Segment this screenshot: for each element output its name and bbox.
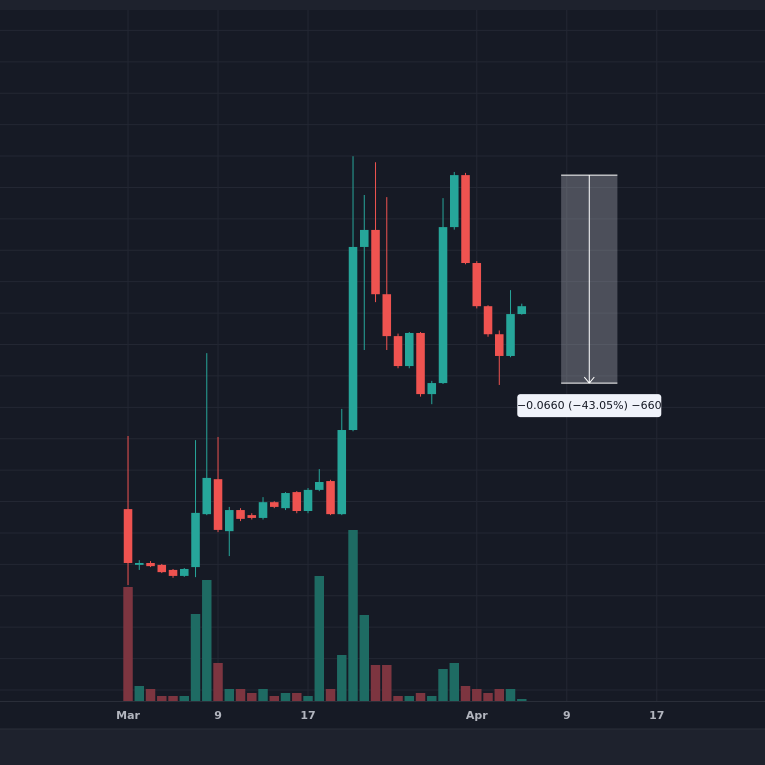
- candle-body: [517, 306, 527, 315]
- volume-bar: [427, 696, 437, 701]
- candle-body: [270, 502, 279, 507]
- candle-body: [236, 510, 245, 519]
- volume-bar: [460, 686, 471, 701]
- candle-body: [337, 430, 347, 515]
- candle-body: [472, 263, 482, 307]
- candle-body: [495, 334, 504, 356]
- volume-bar: [202, 580, 212, 701]
- candle-body: [483, 306, 493, 335]
- volume-bar: [213, 663, 223, 701]
- volume-bar: [382, 665, 392, 701]
- volume-bar: [505, 689, 516, 701]
- candle-body: [382, 294, 392, 337]
- x-tick-label: 9: [214, 709, 222, 722]
- measure-label-bg: [517, 394, 662, 418]
- candle-body: [135, 562, 144, 565]
- candle-body: [258, 502, 268, 518]
- measurement: −0.0660 (−43.05%) −660: [517, 174, 662, 418]
- volume-bar: [168, 696, 178, 701]
- volume-bar: [337, 655, 347, 701]
- candle-body: [281, 493, 290, 509]
- candle-body: [123, 509, 133, 563]
- volume-bar: [404, 696, 414, 701]
- volume-bar: [494, 689, 504, 701]
- candle-body: [191, 512, 200, 568]
- volume-bar: [224, 689, 234, 701]
- candle-body: [225, 510, 234, 532]
- volume-bar: [438, 669, 448, 701]
- candle-body: [461, 175, 470, 264]
- volume-bar: [247, 693, 257, 701]
- volume-bar: [348, 530, 358, 701]
- candle-body: [292, 492, 302, 511]
- candle-layer: [123, 156, 527, 586]
- measure-label: −0.0660 (−43.05%) −660: [517, 399, 662, 412]
- x-tick-label: Mar: [116, 709, 140, 722]
- candle-body: [303, 489, 313, 511]
- measure-arrowhead: [583, 376, 595, 384]
- candle-body: [146, 562, 155, 567]
- volume-bar: [359, 615, 369, 701]
- candle-body: [315, 482, 324, 490]
- volume-bar: [415, 693, 426, 701]
- candle-body: [405, 332, 414, 367]
- volume-bar: [393, 696, 403, 701]
- volume-bar: [449, 663, 459, 701]
- candle-body: [506, 314, 515, 356]
- volume-bar: [280, 693, 291, 701]
- candle-body: [438, 227, 448, 384]
- volume-bar: [190, 614, 201, 701]
- volume-bar: [157, 696, 167, 701]
- candle-body: [326, 481, 335, 515]
- candle-body: [180, 568, 189, 576]
- x-tick-label: Apr: [466, 709, 488, 722]
- candle-body: [247, 515, 257, 518]
- volume-bar: [179, 696, 189, 701]
- volume-bar: [292, 693, 302, 701]
- volume-bar: [472, 689, 482, 701]
- volume-bar: [235, 689, 246, 701]
- candle-body: [450, 175, 459, 228]
- volume-bar: [314, 576, 324, 701]
- x-tick-label: 17: [300, 709, 315, 722]
- volume-bar: [303, 696, 313, 701]
- candle-body: [157, 564, 167, 573]
- volume-layer: [123, 530, 527, 701]
- time-axis: Mar 9 17 Apr 9 17: [116, 709, 664, 722]
- candle-body: [213, 479, 223, 530]
- candle-body: [360, 229, 369, 247]
- candle-body: [202, 477, 212, 515]
- candle-body: [416, 332, 425, 395]
- volume-bar: [145, 689, 156, 701]
- candle-body: [427, 383, 437, 395]
- bottom-bar: [0, 729, 765, 765]
- x-tick-label: 17: [649, 709, 664, 722]
- volume-bar: [258, 689, 268, 701]
- x-tick-label: 9: [563, 709, 571, 722]
- candle-body: [348, 246, 358, 431]
- volume-bar: [370, 665, 381, 701]
- candle-body: [393, 336, 403, 367]
- volume-bar: [325, 689, 336, 701]
- candle-body: [168, 569, 178, 576]
- volume-bar: [123, 587, 133, 701]
- volume-bar: [517, 699, 527, 701]
- volume-bar: [269, 696, 279, 701]
- candle-body: [371, 229, 380, 295]
- volume-bar: [134, 686, 144, 701]
- volume-bar: [483, 693, 493, 701]
- top-bar: [0, 0, 765, 10]
- plot-area: [0, 10, 765, 701]
